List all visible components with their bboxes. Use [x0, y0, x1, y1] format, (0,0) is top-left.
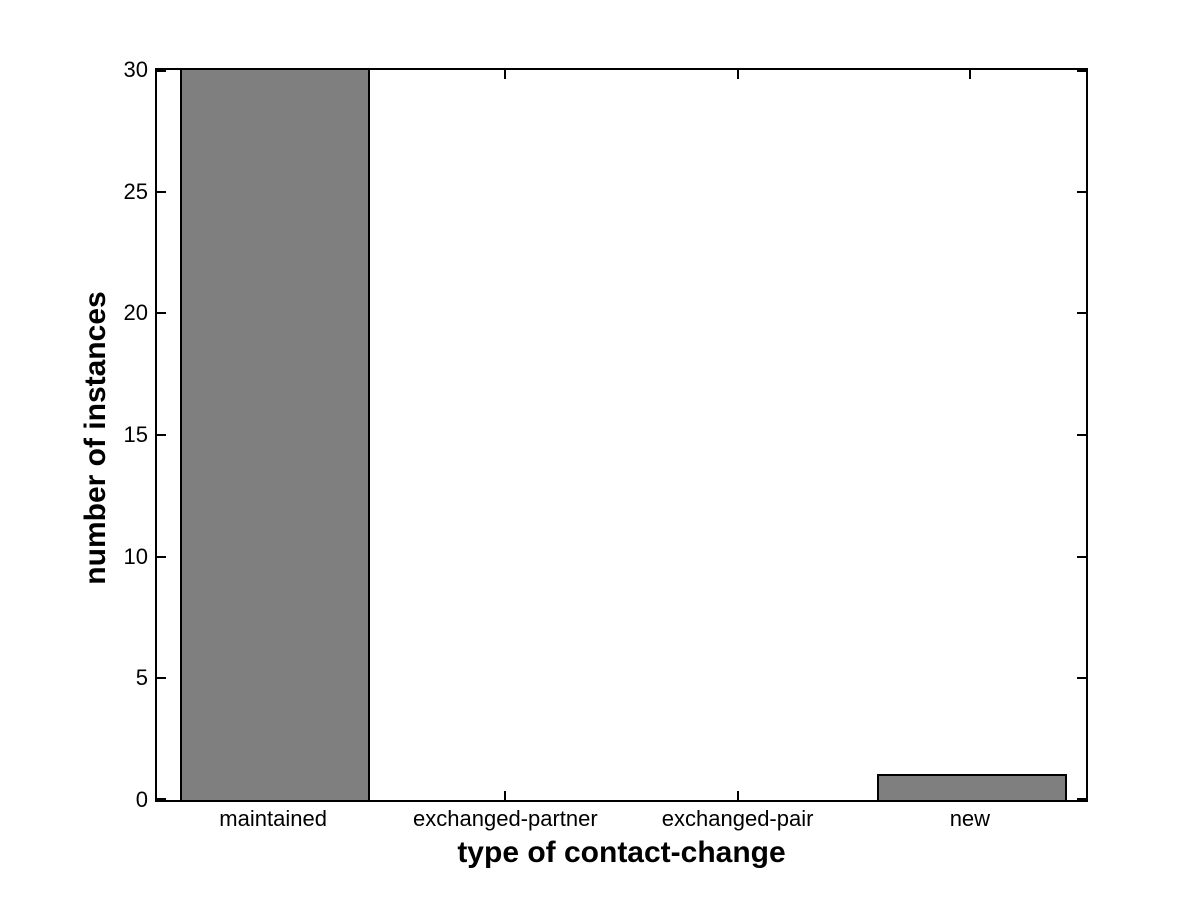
- x-tick-mark-top: [504, 70, 506, 79]
- y-tick-mark-right: [1077, 556, 1086, 558]
- x-tick-mark-top: [737, 70, 739, 79]
- y-tick-mark-right: [1077, 70, 1086, 72]
- x-tick-mark-bottom: [504, 791, 506, 800]
- x-tick-label: exchanged-partner: [413, 806, 598, 831]
- x-tick-mark-top: [969, 70, 971, 79]
- x-tick-label: exchanged-pair: [661, 806, 814, 831]
- y-tick-mark-right: [1077, 798, 1086, 800]
- y-tick-mark-right: [1077, 191, 1086, 193]
- y-tick-mark-left: [157, 70, 166, 72]
- y-tick-label: 5: [135, 665, 148, 691]
- bar-new: [877, 774, 1067, 800]
- y-tick-mark-right: [1077, 677, 1086, 679]
- x-tick-label: new: [949, 806, 991, 831]
- y-tick-label: 0: [135, 787, 148, 812]
- bar-maintained: [180, 68, 370, 800]
- y-tick-label: 15: [123, 422, 148, 447]
- plot-area: [155, 68, 1088, 802]
- y-tick-mark-left: [157, 191, 166, 193]
- y-tick-mark-left: [157, 556, 166, 558]
- y-tick-mark-left: [157, 312, 166, 314]
- x-tick-mark-bottom: [737, 791, 739, 800]
- y-tick-label: 20: [123, 300, 148, 326]
- y-tick-mark-left: [157, 677, 166, 679]
- y-tick-mark-right: [1077, 312, 1086, 314]
- y-tick-label: 30: [123, 57, 148, 82]
- y-tick-label: 25: [123, 178, 148, 204]
- y-tick-mark-left: [157, 798, 166, 800]
- y-tick-label: 10: [123, 543, 148, 569]
- x-tick-label: maintained: [219, 806, 327, 831]
- y-tick-mark-right: [1077, 434, 1086, 436]
- x-axis-title: type of contact-change: [457, 836, 786, 869]
- y-tick-mark-left: [157, 434, 166, 436]
